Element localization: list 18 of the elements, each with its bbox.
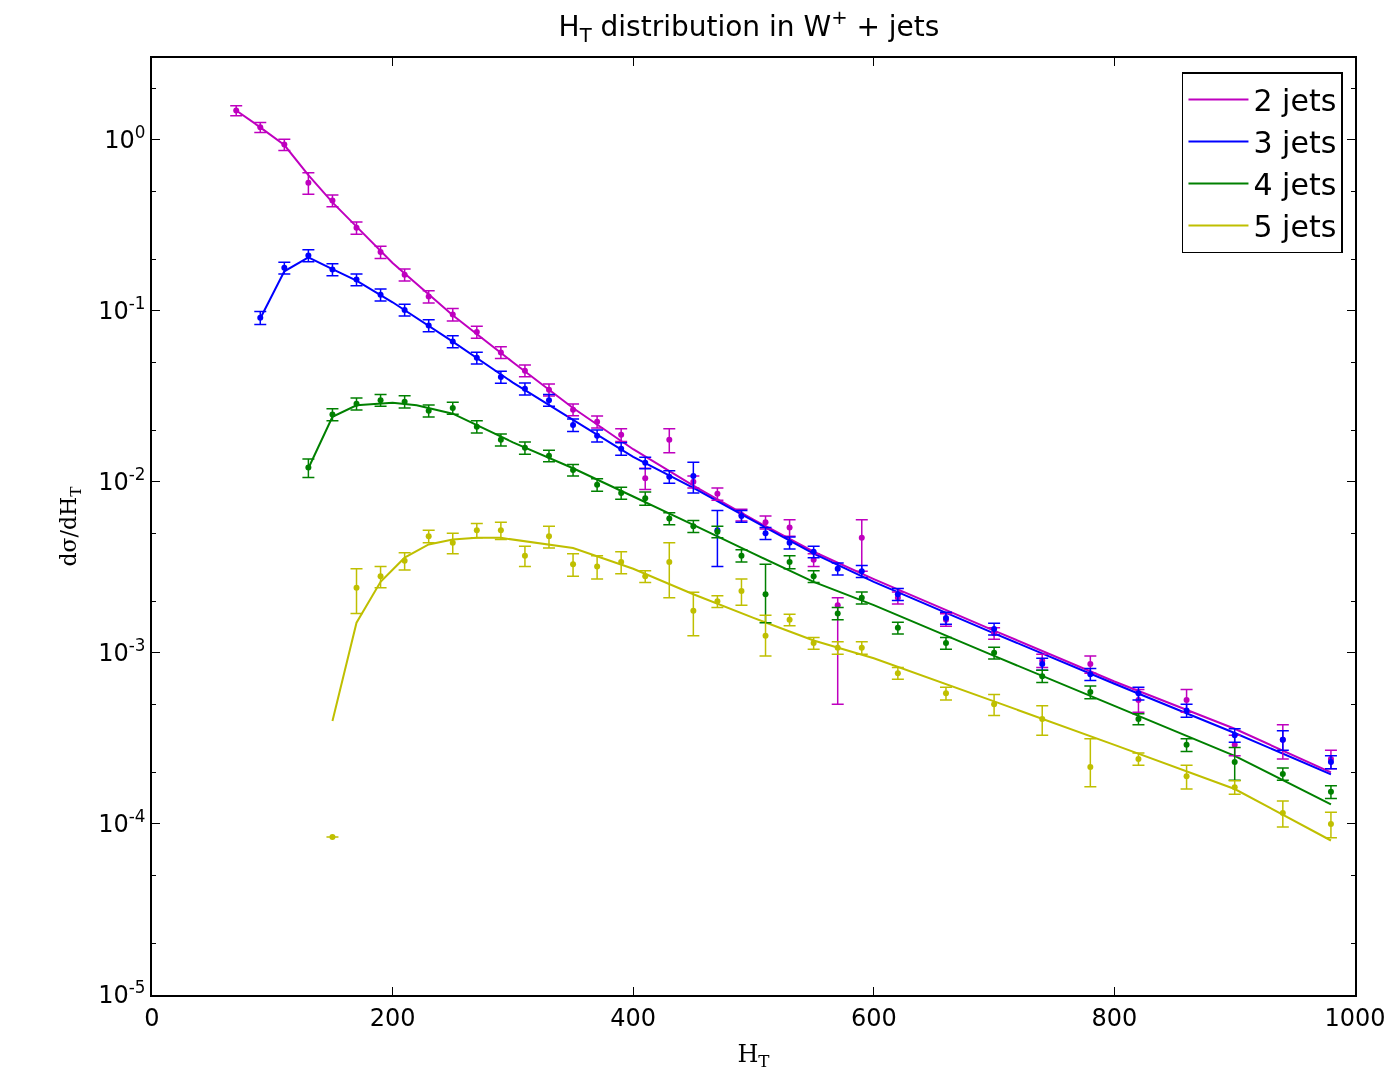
x-tick-label: 800 (1091, 1003, 1138, 1032)
x-axis-title: H$_{T}$ (737, 1040, 771, 1072)
legend-label: 2 jets (1253, 83, 1337, 119)
x-tick-label: 1000 (1324, 1003, 1386, 1032)
y-tick-label: 10$^{0}$ (104, 121, 146, 155)
legend-label: 4 jets (1253, 167, 1337, 203)
y-tick-label: 10$^{-1}$ (98, 293, 146, 326)
x-tick-label: 0 (144, 1003, 160, 1032)
x-tick-label: 200 (369, 1003, 416, 1032)
y-tick-label: 10$^{-5}$ (98, 977, 146, 1010)
chart-title: H$_{T}$ distribution in W$^{+}$ + jets (558, 6, 940, 47)
x-tick-label: 400 (610, 1003, 657, 1032)
legend-label: 5 jets (1253, 209, 1337, 245)
x-tick-label: 600 (850, 1003, 897, 1032)
y-tick-label: 10$^{-2}$ (98, 464, 146, 497)
y-tick-label: 10$^{-4}$ (98, 806, 146, 839)
legend-label: 3 jets (1253, 125, 1337, 161)
y-tick-label: 10$^{-3}$ (98, 635, 146, 668)
